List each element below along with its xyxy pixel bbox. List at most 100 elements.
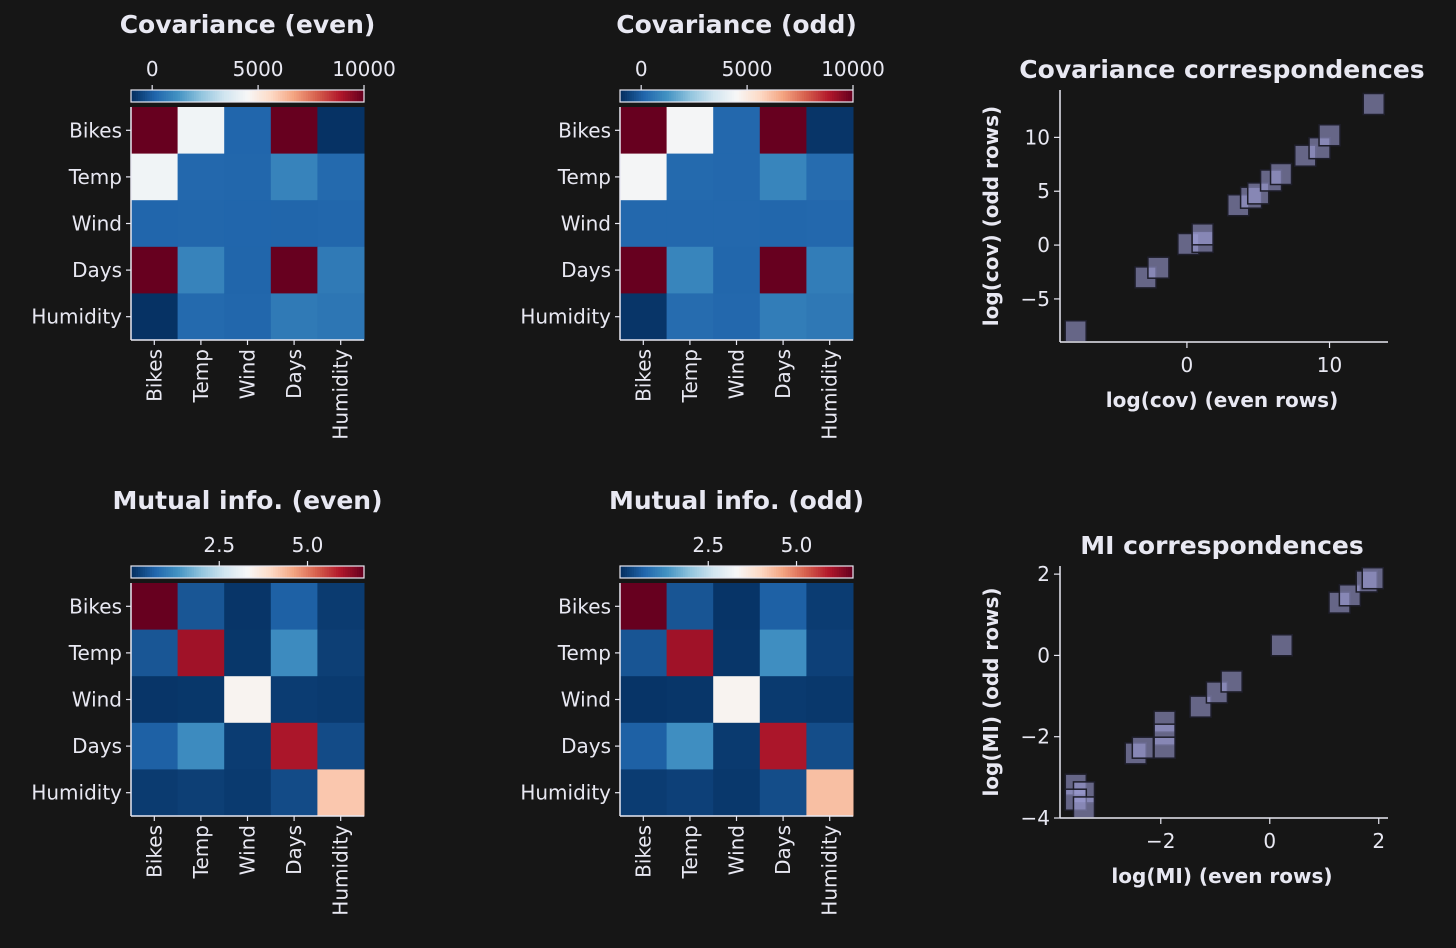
colorbar-tick-label: 5000 — [233, 57, 284, 81]
colorbar-segment — [158, 90, 162, 102]
colorbar-segment — [177, 90, 181, 102]
heatmap-cell-humidity-bikes — [620, 293, 668, 341]
colorbar-segment — [787, 566, 791, 578]
y-tick-label: −5 — [1021, 287, 1050, 311]
colorbar-segment — [652, 566, 656, 578]
colorbar-segment — [275, 566, 279, 578]
colorbar-segment — [238, 90, 242, 102]
colorbar-segment — [631, 566, 635, 578]
colorbar-segment — [259, 90, 263, 102]
y-tick-label: Humidity — [31, 781, 122, 805]
x-tick-label: Temp — [678, 349, 702, 403]
x-tick-label: Days — [282, 825, 306, 875]
heatmap-cell-wind-wind — [224, 676, 272, 724]
colorbar-segment — [724, 566, 728, 578]
colorbar-segment — [710, 90, 714, 102]
colorbar-segment — [261, 90, 265, 102]
heatmap-cell-temp-wind — [224, 153, 272, 201]
colorbar-segment — [336, 566, 339, 578]
x-tick-label: Humidity — [329, 825, 353, 916]
colorbar-segment — [331, 90, 335, 102]
heatmap-cell-wind-days — [270, 200, 318, 248]
colorbar-segment — [277, 566, 281, 578]
colorbar-segment — [242, 566, 246, 578]
colorbar-segment — [780, 90, 784, 102]
colorbar-segment — [664, 90, 668, 102]
colorbar-segment — [766, 566, 770, 578]
colorbar-segment — [333, 566, 337, 578]
colorbar-segment — [350, 566, 353, 578]
colorbar-segment — [850, 566, 854, 578]
colorbar-segment — [764, 90, 768, 102]
heatmap-cell-days-days — [759, 722, 807, 770]
heatmap-cell-wind-bikes — [131, 200, 179, 248]
heatmap-cell-bikes-wind — [224, 107, 272, 155]
colorbar-segment — [620, 90, 623, 102]
colorbar-segment — [289, 90, 293, 102]
colorbar-segment — [748, 566, 752, 578]
colorbar-segment — [214, 566, 218, 578]
colorbar-segment — [193, 90, 197, 102]
colorbar-segment — [750, 566, 754, 578]
colorbar-segment — [252, 90, 256, 102]
colorbar-segment — [694, 90, 698, 102]
colorbar-segment — [815, 90, 819, 102]
colorbar-tick-label: 10000 — [332, 57, 396, 81]
colorbar-segment — [701, 90, 705, 102]
heatmap-cell-bikes-temp — [177, 107, 225, 155]
colorbar-segment — [783, 90, 787, 102]
colorbar-segment — [759, 566, 763, 578]
colorbar-segment — [836, 566, 840, 578]
colorbar-segment — [172, 90, 176, 102]
heatmap-cell-days-temp — [666, 722, 714, 770]
heatmap-cell-wind-temp — [666, 676, 714, 724]
y-tick-label: Temp — [557, 641, 611, 665]
heatmap-cell-humidity-bikes — [131, 293, 179, 341]
colorbar-segment — [168, 90, 172, 102]
colorbar-segment — [717, 566, 721, 578]
colorbar-segment — [212, 566, 216, 578]
colorbar-segment — [184, 566, 188, 578]
colorbar-segment — [846, 90, 849, 102]
colorbar-segment — [626, 90, 630, 102]
x-tick-label: Days — [771, 349, 795, 399]
heatmap-cell-wind-temp — [666, 200, 714, 248]
colorbar-segment — [825, 90, 828, 102]
colorbar-segment — [736, 90, 740, 102]
y-tick-label: Bikes — [69, 594, 122, 618]
heatmap-title: Covariance (odd) — [616, 10, 857, 39]
x-tick-label: 0 — [1263, 829, 1276, 853]
colorbar-segment — [678, 90, 682, 102]
colorbar-segment — [729, 566, 733, 578]
colorbar-segment — [650, 90, 654, 102]
colorbar-segment — [741, 566, 745, 578]
heatmap-cell-humidity-bikes — [620, 769, 668, 817]
colorbar-segment — [322, 566, 325, 578]
heatmap-cell-bikes-humidity — [806, 107, 854, 155]
colorbar-segment — [692, 90, 696, 102]
scatter-point — [1147, 256, 1170, 279]
x-tick-label: 10 — [1317, 353, 1342, 377]
colorbar-segment — [317, 90, 321, 102]
colorbar-segment — [813, 90, 817, 102]
colorbar-segment — [731, 566, 735, 578]
colorbar-segment — [801, 90, 805, 102]
colorbar-segment — [643, 566, 647, 578]
colorbar-segment — [235, 566, 239, 578]
colorbar-segment — [163, 90, 167, 102]
colorbar-segment — [303, 90, 307, 102]
colorbar-segment — [804, 566, 807, 578]
colorbar-segment — [766, 90, 770, 102]
heatmap-cell-days-wind — [713, 722, 761, 770]
colorbar-segment — [738, 90, 742, 102]
y-axis-label: log(MI) (odd rows) — [979, 587, 1003, 796]
colorbar-segment — [659, 90, 663, 102]
colorbar-segment — [140, 90, 144, 102]
heatmap-cell-temp-wind — [713, 153, 761, 201]
colorbar-segment — [142, 90, 146, 102]
heatmap-title: Mutual info. (odd) — [609, 486, 864, 515]
colorbar-segment — [638, 90, 642, 102]
colorbar-segment — [811, 566, 814, 578]
colorbar-segment — [724, 90, 728, 102]
colorbar-segment — [189, 90, 193, 102]
